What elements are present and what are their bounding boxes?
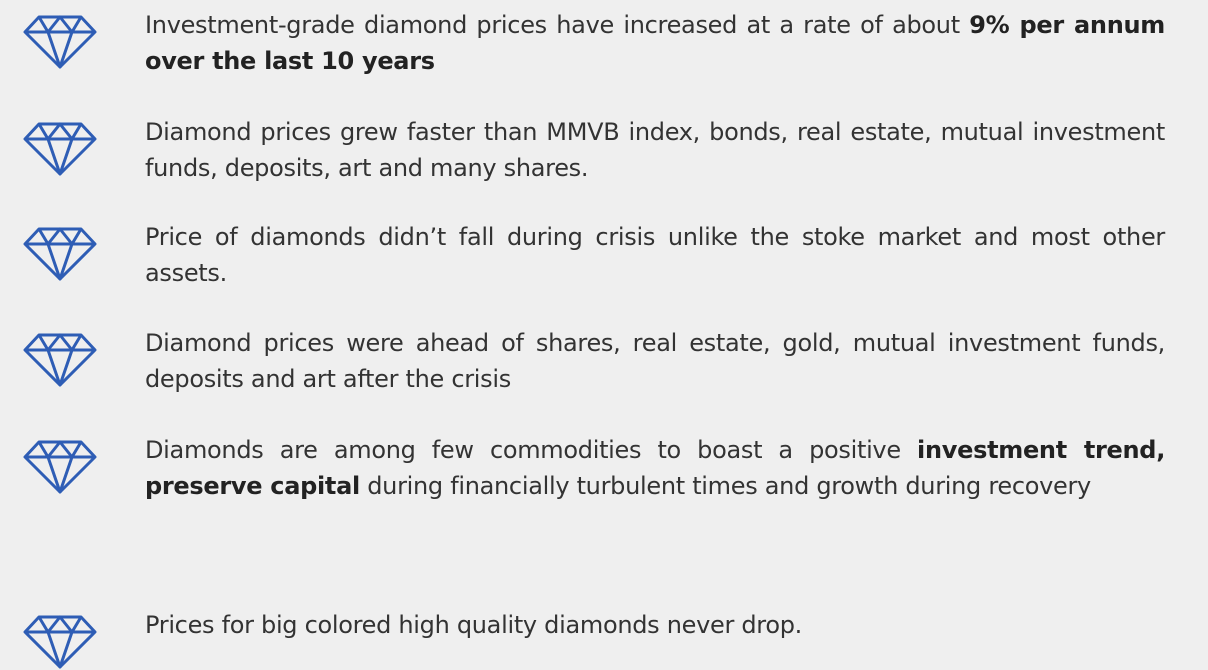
text-segment: Investment-grade diamond prices have inc… <box>145 11 970 39</box>
bold-text: investment trend, preserve capital <box>145 436 1166 500</box>
diamond-icon <box>23 227 97 281</box>
diamond-icon <box>23 615 97 669</box>
text-segment: Prices for big colored high quality diam… <box>145 611 802 639</box>
text-segment: during financially turbulent times and g… <box>359 471 1091 500</box>
bold-text: 9% per annum over the last 10 years <box>145 11 1165 75</box>
diamond-icon <box>23 440 97 494</box>
benefit-text: Investment-grade diamond prices have inc… <box>145 8 1165 79</box>
text-segment: Price of diamonds didn’t fall during cri… <box>145 223 1165 287</box>
page: Investment-grade diamond prices have inc… <box>23 8 1166 669</box>
benefit-text: Prices for big colored high quality diam… <box>145 608 1165 644</box>
benefit-text: Diamonds are among few commodities to bo… <box>145 433 1165 504</box>
text-segment: Diamond prices grew faster than MMVB ind… <box>145 118 1165 182</box>
benefit-text: Diamond prices grew faster than MMVB ind… <box>145 115 1165 186</box>
text-segment: Diamonds are among few commodities to bo… <box>145 436 918 464</box>
benefit-text: Price of diamonds didn’t fall during cri… <box>145 220 1165 291</box>
diamond-icon <box>23 333 97 387</box>
text-segment: Diamond prices were ahead of shares, rea… <box>145 329 1165 393</box>
diamond-icon <box>23 122 97 176</box>
diamond-icon <box>23 15 97 69</box>
benefit-text: Diamond prices were ahead of shares, rea… <box>145 326 1165 397</box>
